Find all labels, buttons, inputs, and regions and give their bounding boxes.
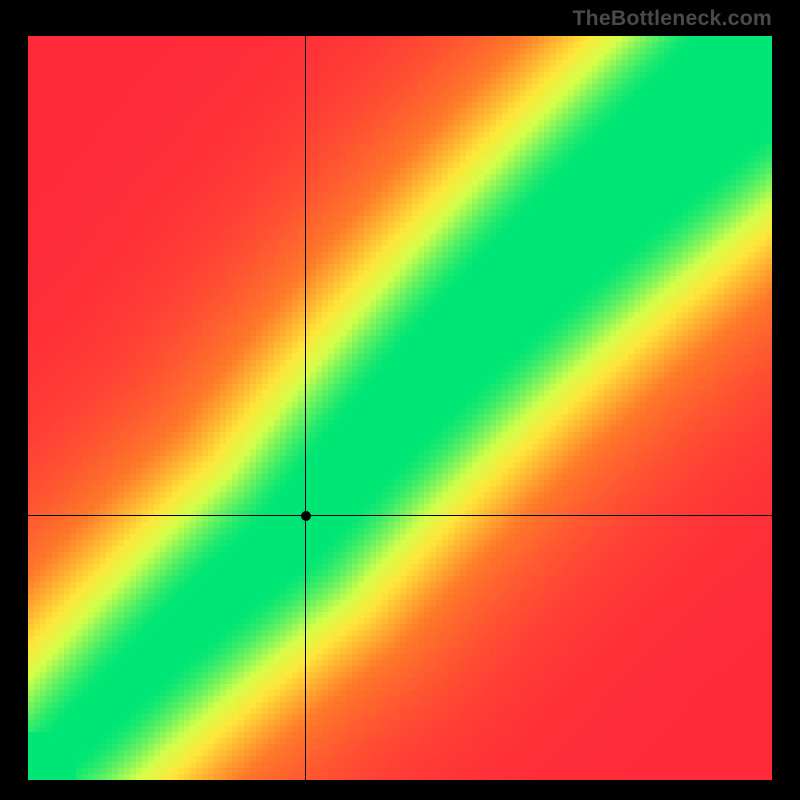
plot-area xyxy=(28,36,772,780)
watermark-text: TheBottleneck.com xyxy=(572,6,772,31)
chart-container: TheBottleneck.com xyxy=(0,0,800,800)
crosshair-vertical xyxy=(305,36,306,780)
crosshair-horizontal xyxy=(28,515,772,516)
crosshair-marker xyxy=(301,511,311,521)
heatmap-canvas xyxy=(28,36,772,780)
